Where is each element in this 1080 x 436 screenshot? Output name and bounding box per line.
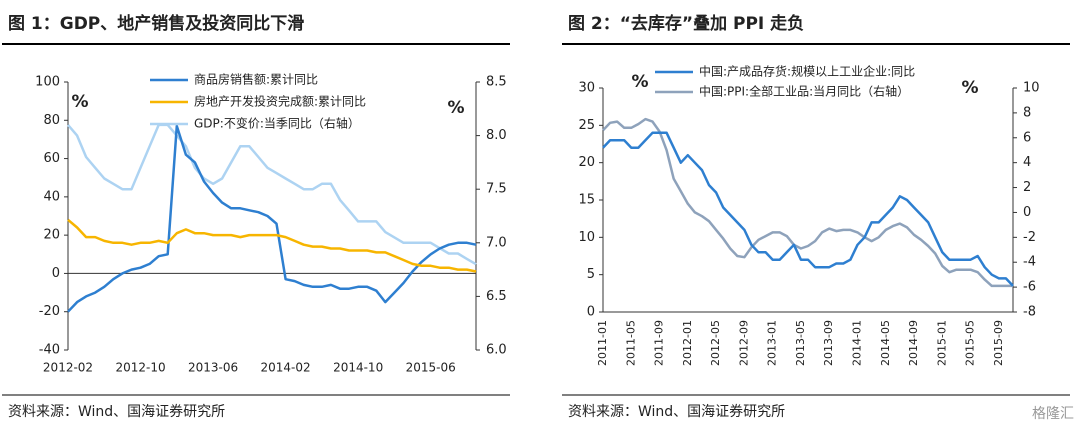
y2-tick-label: 8.0 [486,128,507,143]
watermark: 格隆汇 [1032,406,1074,422]
y-tick-label: 5 [587,267,595,282]
y-tick-label: 60 [43,151,60,166]
y2-tick-label: 4 [1023,155,1031,170]
y2-tick-label: 10 [1023,81,1040,96]
x-tick-label: 2015-01 [935,320,948,366]
y2-tick-label: 6.5 [486,289,507,304]
x-tick-label: 2015-09 [992,320,1005,366]
x-tick-label: 2011-01 [596,320,609,366]
x-tick-label: 2014-09 [907,320,920,366]
y2-tick-label: 7.5 [486,182,507,197]
x-tick-label: 2014-05 [879,320,892,366]
x-tick-label: 2012-05 [709,320,722,366]
y2-tick-label: 2 [1023,180,1031,195]
x-tick-label: 2015-06 [406,361,456,375]
y-tick-label: 80 [43,113,60,128]
y2-tick-label: -4 [1023,255,1036,270]
y-tick-label: 0 [52,266,60,281]
legend-label: 中国:产成品存货:规模以上工业企业:同比 [699,64,915,79]
y2-unit: % [961,78,978,98]
y2-tick-label: 8 [1023,105,1031,120]
y2-tick-label: 6 [1023,130,1031,145]
y2-tick-label: -6 [1023,280,1036,295]
y-tick-label: -40 [39,343,60,358]
x-tick-label: 2012-10 [115,361,165,375]
y2-tick-label: 7.0 [486,235,507,250]
legend-label: 商品房销售额:累计同比 [194,72,318,87]
y2-tick-label: -8 [1023,305,1036,320]
y2-tick-label: 6.0 [486,343,507,358]
y2-tick-label: -2 [1023,230,1036,245]
x-tick-label: 2011-05 [624,320,637,366]
x-tick-label: 2014-01 [850,320,863,366]
x-tick-label: 2014-02 [261,361,311,375]
x-tick-label: 2013-06 [188,361,238,375]
source: 资料来源：Wind、国海证券研究所 [8,404,225,420]
y2-tick-label: 0 [1023,205,1031,220]
y-tick-label: 30 [578,81,595,96]
x-tick-label: 2012-01 [681,320,694,366]
x-tick-label: 2013-05 [794,320,807,366]
series-line [67,218,477,273]
x-tick-label: 2011-09 [653,320,666,366]
y-tick-label: 10 [578,230,595,245]
legend-label: 中国:PPI:全部工业品:当月同比（右轴） [699,84,909,99]
y-tick-label: 100 [35,75,60,90]
y-tick-label: 40 [43,189,60,204]
y-tick-label: -20 [39,304,60,319]
y-tick-label: 20 [43,228,60,243]
y-unit: % [631,72,648,92]
y-tick-label: 0 [587,305,595,320]
y2-tick-label: 8.5 [486,75,507,90]
x-tick-label: 2013-09 [822,320,835,366]
source: 资料来源：Wind、国海证券研究所 [568,404,785,420]
y-tick-label: 15 [578,193,595,208]
series-line [67,124,477,313]
x-tick-label: 2014-10 [333,361,383,375]
x-tick-label: 2015-05 [964,320,977,366]
series-line [602,117,1013,288]
chart-title: 图 1：GDP、地产销售及投资同比下滑 [8,13,304,34]
y-unit: % [71,92,88,112]
y-tick-label: 25 [578,118,595,133]
y2-unit: % [447,98,464,118]
y-tick-label: 20 [578,155,595,170]
series-line [67,123,477,266]
x-tick-label: 2013-01 [766,320,779,366]
x-tick-label: 2012-02 [43,361,93,375]
legend-label: 房地产开发投资完成额:累计同比 [194,94,366,109]
x-tick-label: 2012-09 [737,320,750,366]
chart-title: 图 2：“去库存”叠加 PPI 走负 [568,13,804,34]
series-line [602,131,1014,287]
legend-label: GDP:不变价:当季同比（右轴） [194,116,360,131]
